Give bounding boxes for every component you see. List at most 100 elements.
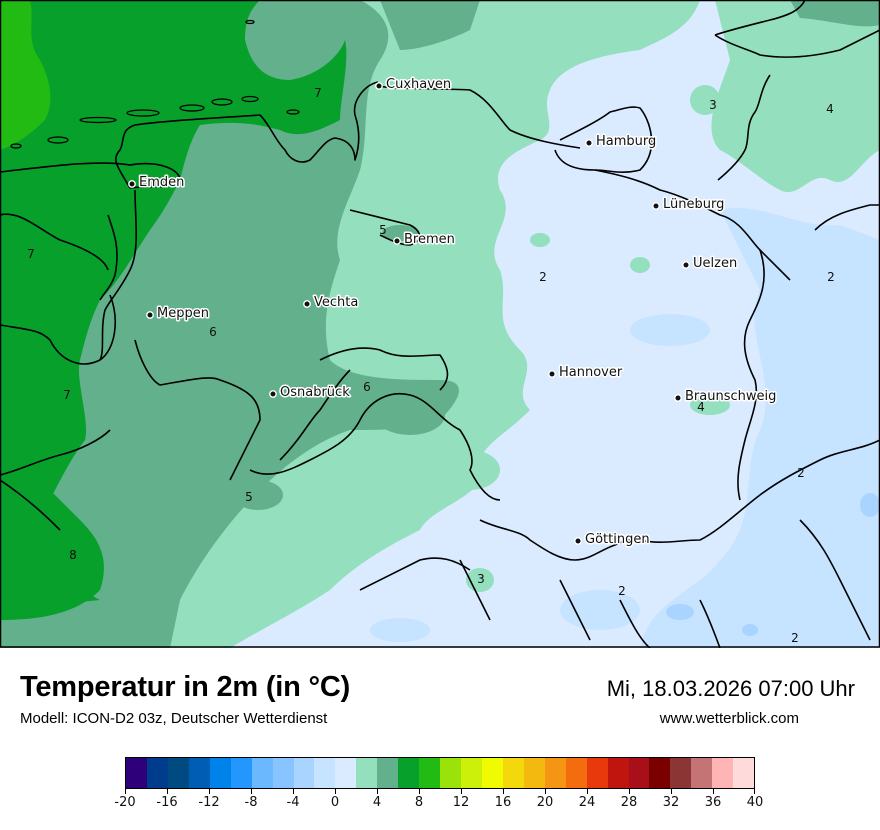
legend-tick-label: 20 (536, 795, 554, 810)
source-url: www.wetterblick.com (659, 710, 799, 727)
city-dot-icon (574, 537, 582, 545)
legend-tick-label: 8 (414, 795, 424, 810)
legend-color-swatch (649, 758, 671, 788)
color-legend-ticks: -20 -16 -12 -8 -4 0 4 8 12 16 20 24 28 32 36 40 (114, 789, 763, 819)
legend-color-swatch (712, 758, 734, 788)
temp-band-6-8 (0, 0, 347, 610)
legend-tick (629, 789, 630, 794)
city-braunschweig: Braunschweig (674, 388, 778, 406)
contour-value-label: 7 (63, 388, 71, 402)
city-label: Uelzen (693, 256, 737, 271)
legend-color-swatch (146, 758, 168, 788)
legend-color-swatch (377, 758, 399, 788)
city-göttingen: Göttingen (574, 531, 651, 549)
city-vechta: Vechta (303, 294, 360, 312)
city-dot-icon (303, 300, 311, 308)
legend-color-swatch (314, 758, 336, 788)
city-label: Hamburg (596, 134, 656, 149)
legend-color-swatch (481, 758, 503, 788)
city-label: Osnabrück (280, 385, 350, 400)
color-legend-bar (125, 757, 755, 789)
city-hamburg: Hamburg (585, 133, 658, 151)
contour-value-label: 3 (709, 98, 717, 112)
city-cuxhaven: Cuxhaven (375, 76, 453, 94)
legend-tick-label: 24 (578, 795, 596, 810)
map-svg: 7 3 4 5 7 2 2 6 6 7 4 2 5 8 3 2 2 Cuxhaven Hamburg Emden Lü… (0, 0, 880, 648)
city-label: Emden (139, 175, 184, 190)
forecast-datetime: Mi, 18.03.2026 07:00 Uhr (606, 676, 855, 701)
legend-color-swatch (607, 758, 629, 788)
city-label: Braunschweig (685, 389, 776, 404)
contour-value-label: 2 (618, 584, 626, 598)
legend-tick-label: -4 (286, 795, 300, 810)
city-lüneburg: Lüneburg (652, 196, 726, 214)
legend-color-swatch (461, 758, 482, 788)
city-label: Vechta (314, 295, 358, 310)
contour-value-label: 5 (379, 223, 387, 237)
legend-tick-label: 36 (704, 795, 722, 810)
islands (10, 19, 300, 149)
city-label: Lüneburg (663, 197, 724, 212)
city-emden: Emden (128, 174, 186, 192)
legend-tick (461, 789, 462, 794)
city-label: Hannover (559, 365, 623, 380)
legend-color-swatch (586, 758, 608, 788)
legend-tick-label: 16 (494, 795, 512, 810)
legend-color-swatch (167, 758, 189, 788)
city-dot-icon (682, 261, 690, 269)
map-title: Temperatur in 2m (in °C) (20, 671, 351, 703)
contour-value-label: 2 (791, 631, 799, 645)
city-dot-icon (393, 237, 401, 245)
contour-value-label: 7 (314, 86, 322, 100)
legend-tick-label: 4 (372, 795, 382, 810)
legend-tick (419, 789, 420, 794)
contour-value-label: 3 (477, 572, 485, 586)
contour-value-label: 6 (209, 325, 217, 339)
city-markers: Cuxhaven Hamburg Emden Lüneburg Bremen Uelzen… (128, 76, 778, 549)
legend-tick (545, 789, 546, 794)
legend-tick (713, 789, 714, 794)
legend-color-swatch (628, 758, 650, 788)
legend-color-swatch (126, 758, 147, 788)
legend-color-swatch (230, 758, 252, 788)
legend-tick (587, 789, 588, 794)
contour-value-label: 4 (826, 102, 834, 116)
legend-color-swatch (502, 758, 524, 788)
legend-color-swatch (293, 758, 315, 788)
city-label: Bremen (404, 232, 455, 247)
legend-color-swatch (670, 758, 692, 788)
legend-color-swatch (733, 758, 755, 788)
city-dot-icon (375, 82, 383, 90)
legend-color-swatch (419, 758, 441, 788)
legend-color-swatch (544, 758, 566, 788)
city-dot-icon (548, 370, 556, 378)
legend-color-swatch (188, 758, 210, 788)
legend-tick (167, 789, 168, 794)
contour-labels: 7 3 4 5 7 2 2 6 6 7 4 2 5 8 3 2 2 (27, 86, 835, 645)
contour-value-label: 2 (827, 270, 835, 284)
legend-color-swatch (356, 758, 378, 788)
legend-tick-label: 40 (746, 795, 764, 810)
contour-value-label: 6 (363, 380, 371, 394)
city-dot-icon (585, 139, 593, 147)
legend-tick (503, 789, 504, 794)
contour-value-label: 2 (539, 270, 547, 284)
legend-color-swatch (335, 758, 357, 788)
legend-tick (754, 789, 755, 794)
city-dot-icon (652, 202, 660, 210)
legend-color-swatch (565, 758, 587, 788)
legend-tick-label: 32 (662, 795, 680, 810)
contour-value-label: 7 (27, 247, 35, 261)
temp-band-8-10 (0, 0, 51, 150)
legend-tick-label: 28 (620, 795, 638, 810)
legend-tick-label: -16 (156, 795, 178, 810)
city-dot-icon (269, 390, 277, 398)
contour-value-label: 8 (69, 548, 77, 562)
legend-color-swatch (398, 758, 420, 788)
city-label: Göttingen (585, 532, 650, 547)
legend-tick-label: -8 (244, 795, 258, 810)
city-label: Cuxhaven (386, 77, 451, 92)
legend-tick (335, 789, 336, 794)
legend-color-swatch (523, 758, 545, 788)
city-meppen: Meppen (146, 305, 210, 323)
